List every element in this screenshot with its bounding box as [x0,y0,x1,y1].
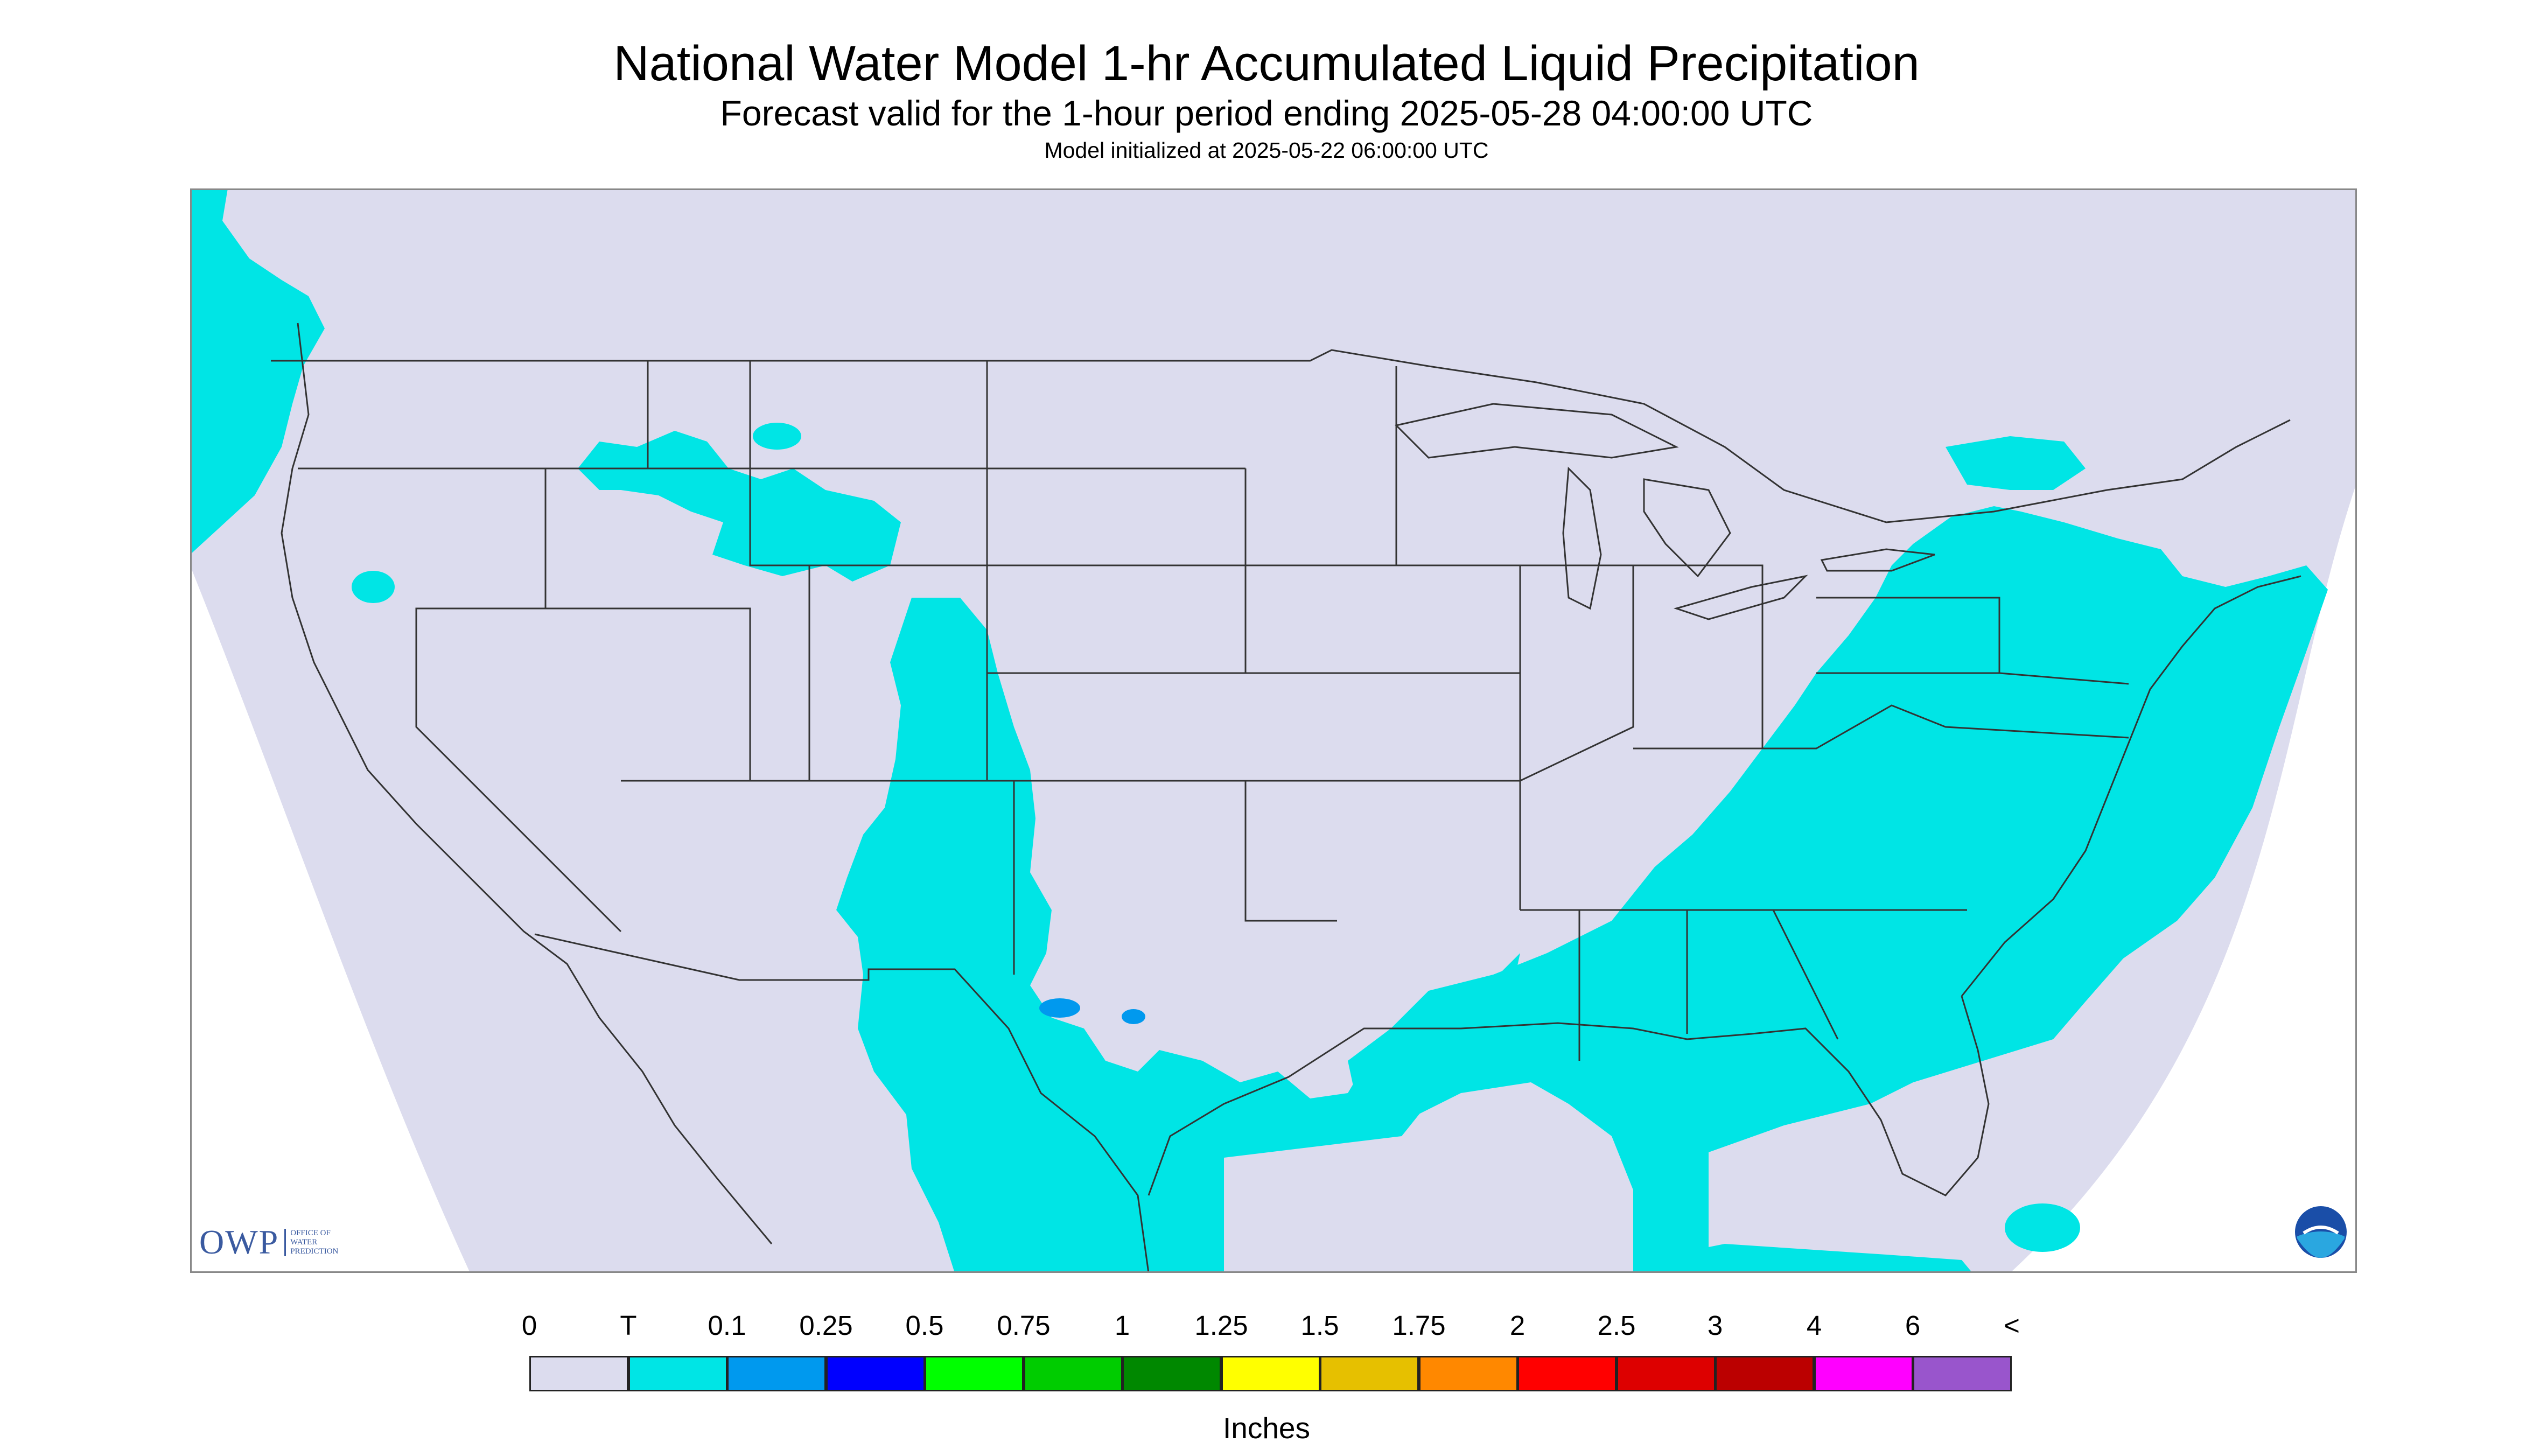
precip-ontario [1946,436,2086,490]
legend-swatch-13 [1814,1356,1913,1391]
legend-label-11: 2.5 [1597,1310,1636,1341]
legend-swatch-10 [1517,1356,1617,1391]
legend-swatch-3 [826,1356,925,1391]
owp-logo-text: OWP [199,1223,279,1261]
legend-swatch-1 [628,1356,727,1391]
owp-subtext-line-2: WATER [290,1237,318,1247]
legend-label-14: 6 [1905,1310,1921,1341]
precip-light-cell-west [1039,998,1080,1018]
legend-label-3: 0.25 [799,1310,853,1341]
precip-southeast-atlantic [1348,506,2328,1273]
legend-label-8: 1.5 [1300,1310,1339,1341]
legend-label-2: 0.1 [708,1310,746,1341]
precipitation-map [190,188,2357,1273]
legend-swatch-5 [1024,1356,1123,1391]
legend-swatch-14 [1913,1356,2012,1391]
map-frame [190,188,2357,1273]
model-init-text: Model initialized at 2025-05-22 06:00:00… [1044,138,1489,163]
west-coast [281,323,773,1244]
legend-label-10: 2 [1509,1310,1526,1341]
legend-label-12: 3 [1707,1310,1723,1341]
lake-huron [1643,478,1731,578]
gulf-coast [1147,996,1990,1196]
precip-pacific-northwest [190,188,325,555]
precip-cuba [1633,1244,1972,1273]
legend-swatch-12 [1715,1356,1814,1391]
legend-label-1: T [620,1310,637,1341]
noaa-logo-wave [2297,1231,2345,1258]
owp-subtext-line-3: PREDICTION [290,1247,339,1256]
owp-logo: OWP OFFICE OF WATER PREDICTION [199,1222,338,1262]
lake-superior [1395,403,1679,459]
owp-subtext-line-1: OFFICE OF [290,1228,331,1237]
legend-label-6: 1 [1114,1310,1130,1341]
noaa-logo [2295,1206,2347,1258]
legend-label-5: 0.75 [997,1310,1051,1341]
lake-erie [1673,575,1808,620]
legend-label-0: 0 [521,1310,537,1341]
legend-swatch-4 [925,1356,1024,1391]
precip-cell-caribbean [2005,1203,2080,1252]
state-lines [298,361,2129,1061]
legend-label-13: 4 [1806,1310,1822,1341]
legend-swatch-11 [1617,1356,1716,1391]
precip-rockies-texas [836,598,1520,1273]
map-subtitle: Forecast valid for the 1-hour period end… [720,93,1813,133]
owp-logo-subtext: OFFICE OF WATER PREDICTION [284,1228,339,1256]
lake-ontario [1820,548,1935,572]
boundaries [271,323,2301,1273]
legend-units: Inches [1222,1411,1311,1445]
precip-cell-oregon [352,571,395,603]
legend-label-4: 0.5 [905,1310,944,1341]
legend-label-9: 1.75 [1392,1310,1446,1341]
map-title: National Water Model 1-hr Accumulated Li… [613,36,1920,91]
legend-swatch-2 [727,1356,826,1391]
legend-label-15: < [2004,1310,2020,1341]
us-mexico-border [534,933,1150,1273]
precip-light-cell-east [1122,1009,1145,1024]
noaa-logo-gull [2303,1226,2339,1235]
precip-trace-regions [190,188,2328,1273]
atlantic-coast [1961,575,2301,997]
precip-cell-montana [753,423,801,450]
lake-michigan [1562,466,1602,610]
legend-swatch-8 [1320,1356,1419,1391]
legend-label-7: 1.25 [1194,1310,1248,1341]
legend-swatch-6 [1122,1356,1221,1391]
legend-swatch-9 [1419,1356,1518,1391]
us-canada-border [271,349,2291,523]
legend-swatch-0 [529,1356,628,1391]
legend-swatch-7 [1221,1356,1320,1391]
precip-light-cells [1039,998,1145,1024]
